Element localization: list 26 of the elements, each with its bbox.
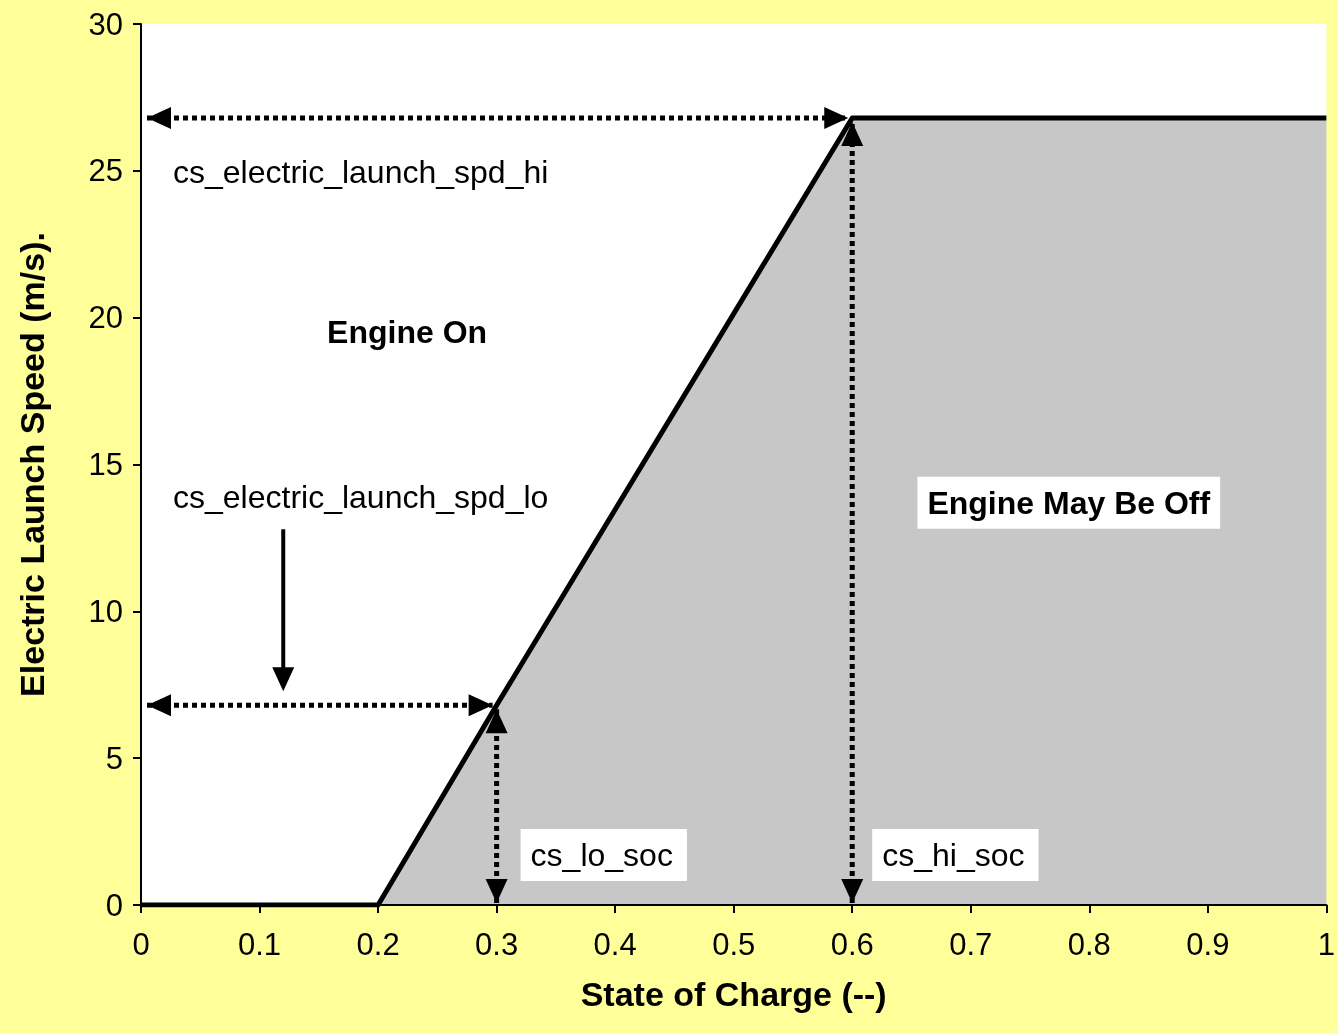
y-axis-title: Electric Launch Speed (m/s). (13, 232, 51, 697)
x-axis-title: State of Charge (--) (580, 975, 887, 1013)
annotation: Engine On (327, 314, 488, 351)
annotation: Engine May Be Off (927, 484, 1211, 521)
y-tick-label: 25 (88, 153, 123, 189)
x-tick-label: 0.8 (1067, 927, 1111, 962)
x-tick-label: 0 (132, 927, 150, 962)
annotation: cs_lo_soc (530, 837, 673, 873)
x-tick-label: 1 (1317, 927, 1335, 962)
y-tick-label: 15 (88, 447, 123, 482)
y-tick-label: 10 (88, 593, 123, 629)
x-tick-label: 0.1 (237, 927, 282, 962)
x-tick-label: 0.6 (830, 927, 874, 962)
annotation: cs_hi_soc (882, 837, 1025, 873)
x-tick-label: 0.7 (949, 927, 993, 962)
x-tick-label: 0.9 (1186, 927, 1230, 962)
y-tick-label: 5 (105, 740, 123, 776)
annotation: cs_electric_launch_spd_hi (173, 153, 549, 190)
x-tick-label: 0.3 (475, 927, 519, 962)
annotation: cs_electric_launch_spd_lo (173, 479, 549, 516)
x-tick-label: 0.2 (356, 927, 400, 962)
x-tick-label: 0.4 (593, 927, 637, 962)
y-tick-label: 0 (105, 887, 123, 923)
x-tick-label: 0.5 (712, 927, 756, 962)
y-tick-label: 20 (88, 300, 123, 336)
y-tick-label: 30 (88, 6, 123, 42)
